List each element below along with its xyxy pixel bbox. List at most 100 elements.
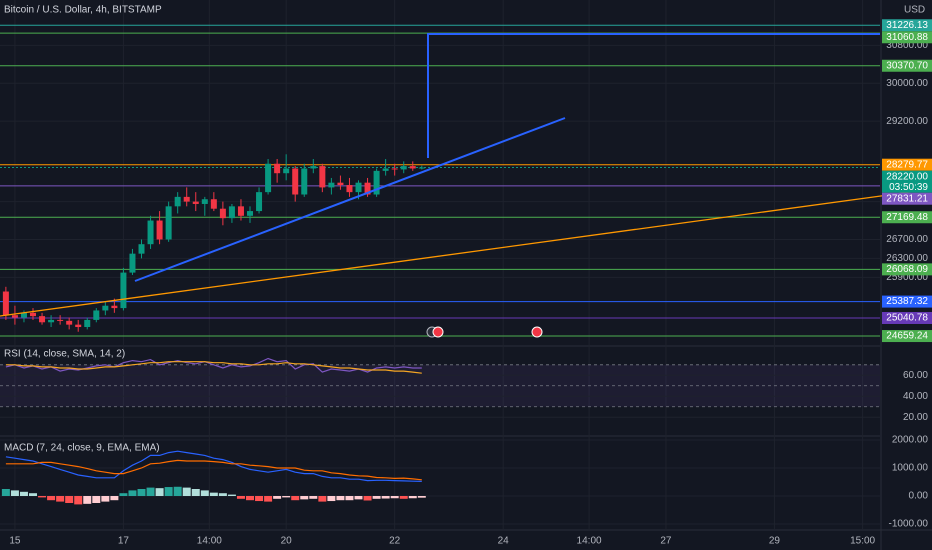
candle-body <box>156 220 163 240</box>
y-tick-label: 30800.00 <box>886 40 928 51</box>
candle-body <box>364 182 371 195</box>
y-tick-label: 26300.00 <box>886 253 928 264</box>
price-tag-label: 25387.32 <box>886 296 928 307</box>
candle-body <box>11 315 18 318</box>
y-tick-label: 25900.00 <box>886 272 928 283</box>
price-tag <box>882 330 932 343</box>
candle-body <box>256 192 263 212</box>
price-tag-label: 28220.00 <box>886 171 928 182</box>
x-tick-label: 29 <box>769 536 781 547</box>
candle-body <box>337 182 344 186</box>
event-icon[interactable] <box>531 326 543 338</box>
histogram-bar <box>264 496 273 502</box>
histogram-bar <box>164 487 173 497</box>
price-tag-label: 28279.77 <box>886 159 928 170</box>
candle-body <box>228 206 235 219</box>
histogram-bar <box>182 487 191 497</box>
candle-body <box>409 166 416 169</box>
price-tag <box>882 158 932 171</box>
event-icon[interactable] <box>432 326 444 338</box>
histogram-bar <box>363 496 372 501</box>
axis-unit: USD <box>904 5 925 16</box>
histogram-bar <box>19 491 28 497</box>
histogram-bar <box>390 496 399 499</box>
x-tick-label: 17 <box>118 536 130 547</box>
candle-body <box>319 166 326 188</box>
candle-body <box>265 163 272 193</box>
histogram-bar <box>29 493 38 497</box>
candle-body <box>301 168 308 195</box>
histogram-bar <box>246 496 255 501</box>
candle-body <box>129 253 136 273</box>
price-tag-label: 26068.09 <box>886 264 928 275</box>
indicator-line <box>5 357 422 373</box>
y-tick-label: 1000.00 <box>892 463 929 474</box>
candle-body <box>400 166 407 170</box>
indicator-line <box>5 459 422 481</box>
y-tick-label: 0.00 <box>909 491 929 502</box>
histogram-bar <box>110 496 119 501</box>
histogram-bar <box>218 493 227 497</box>
x-tick-label: 14:00 <box>577 536 602 547</box>
histogram-bar <box>236 496 245 499</box>
price-tag <box>882 59 932 72</box>
x-tick-label: 15:00 <box>850 536 875 547</box>
candle-body <box>201 199 208 204</box>
histogram-bar <box>56 496 65 502</box>
candle-body <box>48 319 55 323</box>
candle-body <box>120 272 127 309</box>
trend-line <box>0 188 932 317</box>
candle-body <box>310 166 317 169</box>
histogram-bar <box>282 496 291 498</box>
histogram-bar <box>372 496 381 499</box>
candle-body <box>75 324 82 328</box>
histogram-bar <box>101 496 110 502</box>
histogram-bar <box>1 489 10 497</box>
candle-body <box>66 320 73 325</box>
candle-body <box>102 305 109 311</box>
histogram-bar <box>47 496 56 501</box>
histogram-bar <box>345 496 354 501</box>
candle-body <box>247 211 254 216</box>
y-tick-label: 29200.00 <box>886 116 928 127</box>
y-tick-label: -1000.00 <box>889 519 929 530</box>
candle-body <box>30 312 37 317</box>
candle-body <box>274 163 281 174</box>
candle-body <box>237 206 244 216</box>
candle-body <box>418 167 425 169</box>
x-tick-label: 14:00 <box>197 536 222 547</box>
x-tick-label: 15 <box>9 536 21 547</box>
x-tick-label: 24 <box>498 536 510 547</box>
histogram-bar <box>65 496 74 504</box>
candle-body <box>373 170 380 195</box>
candle-body <box>346 185 353 193</box>
histogram-bar <box>327 496 336 502</box>
histogram-bar <box>336 496 345 501</box>
histogram-bar <box>92 496 101 504</box>
histogram-bar <box>309 496 318 499</box>
candle-body <box>382 168 389 171</box>
candle-body <box>283 168 290 174</box>
histogram-bar <box>227 494 236 497</box>
histogram-bar <box>399 496 408 499</box>
indicator-line <box>5 450 422 482</box>
histogram-bar <box>417 496 426 498</box>
histogram-bar <box>318 496 327 502</box>
indicator-line <box>5 361 422 374</box>
indicator-title: MACD (7, 24, close, 9, EMA, EMA) <box>4 443 160 454</box>
price-tag-label: 27169.48 <box>886 212 928 223</box>
price-tag <box>882 19 932 32</box>
candle-body <box>192 201 199 204</box>
histogram-bar <box>209 492 218 497</box>
candle-body <box>355 182 362 193</box>
y-tick-label: 2000.00 <box>892 435 929 446</box>
y-tick-label: 20.00 <box>903 412 928 423</box>
candle-body <box>84 319 91 328</box>
price-tag <box>882 192 932 205</box>
indicator-title: RSI (14, close, SMA, 14, 2) <box>4 349 125 360</box>
histogram-bar <box>191 489 200 497</box>
price-tag-label: 25040.78 <box>886 313 928 324</box>
price-tag <box>882 211 932 224</box>
plot <box>0 0 880 530</box>
